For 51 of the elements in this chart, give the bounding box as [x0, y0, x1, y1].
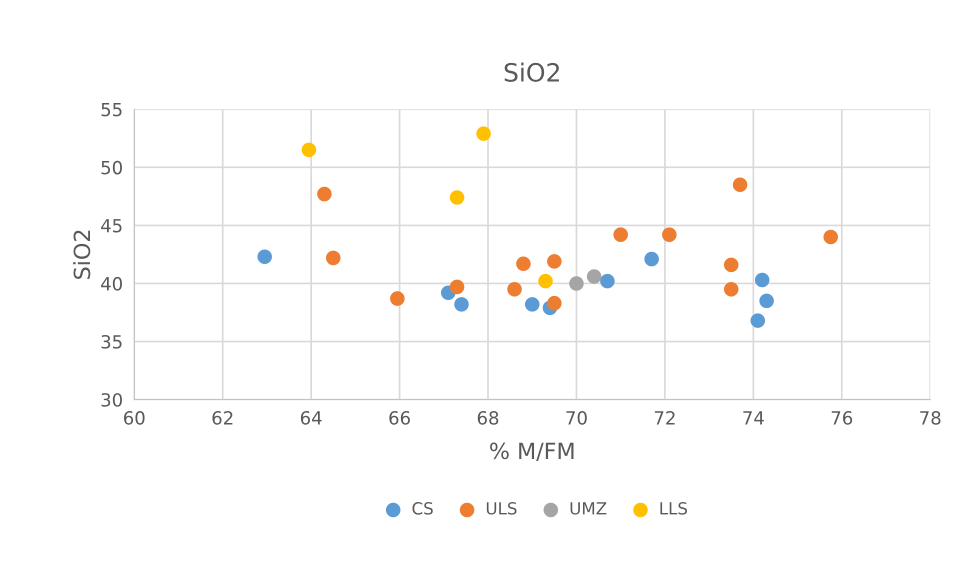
x-tick-label: 74 — [743, 411, 764, 424]
x-tick-label: 72 — [654, 411, 675, 424]
point — [450, 190, 464, 205]
y-tick-label: 35 — [102, 335, 122, 349]
point — [613, 227, 628, 242]
x-axis-title: % M/FM — [490, 442, 574, 462]
point — [724, 258, 739, 272]
y-tick-label: 30 — [102, 393, 122, 407]
point — [759, 294, 774, 308]
point — [317, 186, 332, 202]
point — [257, 249, 272, 264]
point — [823, 230, 838, 244]
point — [454, 297, 469, 312]
point — [516, 256, 531, 272]
x-tick-label: 70 — [566, 411, 587, 425]
x-tick-label: 76 — [832, 411, 852, 425]
point — [644, 252, 659, 266]
x-tick-label: 64 — [300, 411, 322, 425]
point — [507, 282, 522, 297]
point — [524, 297, 540, 312]
point — [662, 227, 677, 242]
point — [476, 126, 491, 141]
point — [326, 250, 341, 266]
point — [302, 142, 316, 158]
y-axis-title: SiO2 — [73, 230, 90, 279]
legend-label: ULS — [486, 502, 517, 515]
point — [547, 296, 562, 311]
legend-label: LLS — [660, 502, 688, 515]
legend-label: UMZ — [570, 502, 606, 515]
x-tick-label: 78 — [920, 411, 940, 425]
point — [538, 274, 553, 288]
y-tick-label: 40 — [101, 276, 122, 291]
point — [547, 254, 562, 269]
point — [724, 282, 739, 297]
x-tick-label: 68 — [478, 411, 498, 425]
point — [569, 276, 584, 291]
x-tick-label: 66 — [389, 411, 410, 425]
y-tick-label: 50 — [102, 160, 122, 174]
point — [732, 177, 748, 192]
point — [450, 280, 464, 294]
y-tick-label: 55 — [102, 102, 122, 116]
point — [750, 313, 766, 328]
point — [586, 269, 602, 284]
point — [600, 274, 615, 288]
legend-label: CS — [412, 502, 433, 515]
x-tick-label: 62 — [212, 411, 232, 425]
chart-title: SiO2 — [504, 62, 559, 82]
point — [754, 272, 770, 288]
y-tick-label: 45 — [101, 219, 122, 233]
x-tick-label: 60 — [124, 411, 145, 425]
point — [390, 291, 405, 306]
